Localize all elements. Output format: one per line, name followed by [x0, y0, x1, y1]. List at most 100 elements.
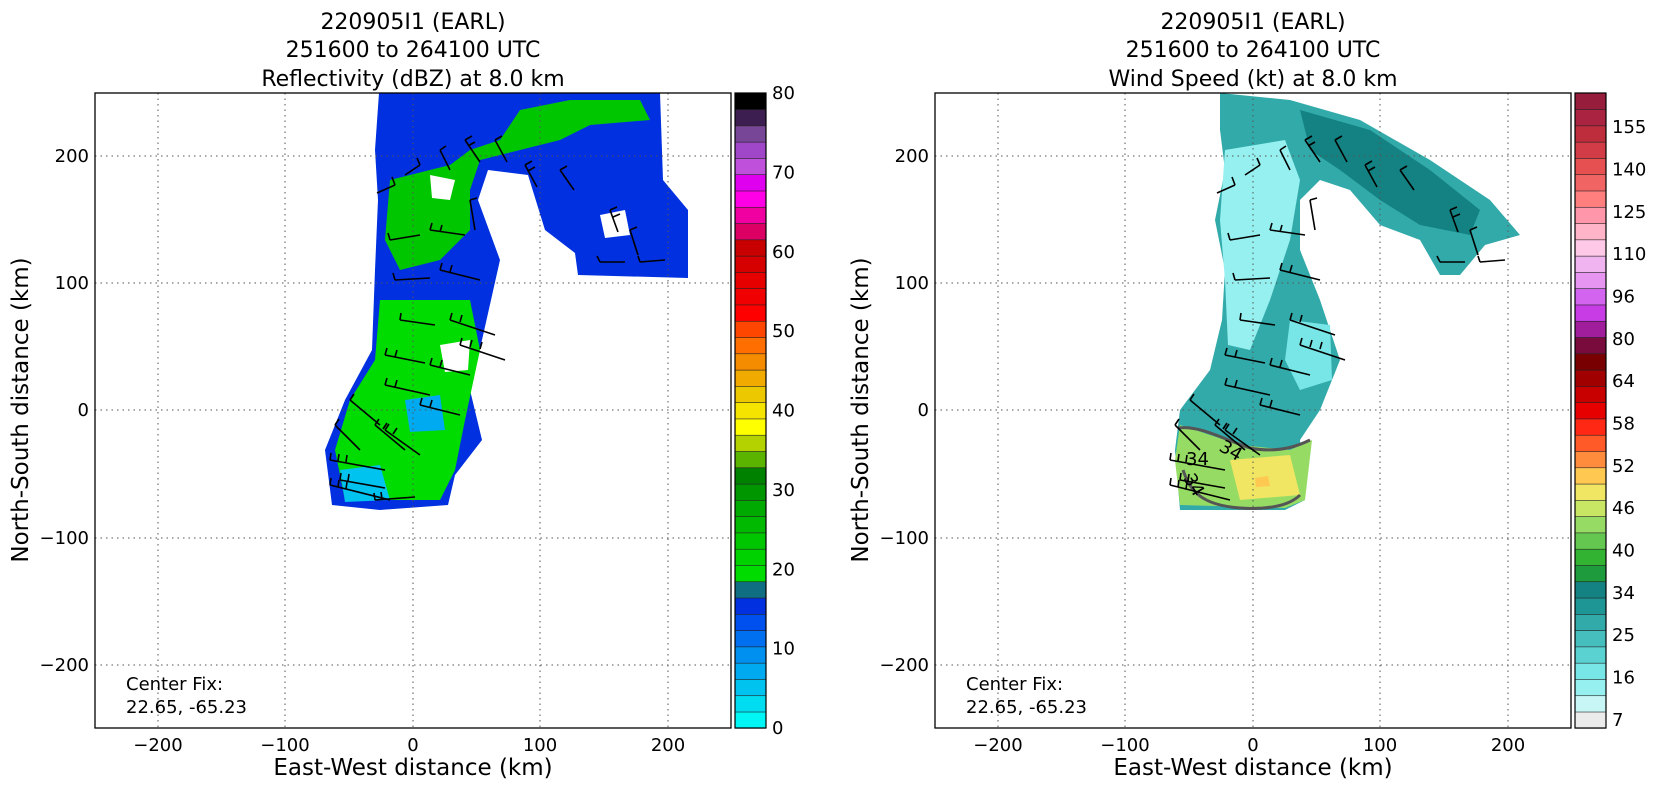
svg-text:−100: −100: [1100, 735, 1149, 756]
colorbar-tick-label: 25: [1612, 625, 1635, 646]
colorbar-segment: [734, 499, 767, 517]
colorbar-segment: [1574, 450, 1607, 469]
colorbar-segment: [734, 483, 767, 501]
colorbar-segment: [1574, 271, 1607, 289]
colorbar-segment: [1574, 206, 1607, 224]
colorbar-frame: [1574, 92, 1607, 729]
colorbar-tick-label: 155: [1612, 117, 1646, 138]
colorbar-tick-label: 50: [772, 321, 795, 342]
colorbar-segment: [1574, 320, 1607, 338]
colorbar-segment: [1574, 369, 1607, 387]
svg-text:0: 0: [407, 735, 418, 756]
colorbar-segment: [734, 108, 767, 127]
reflectivity-cell-white-1: [430, 175, 455, 200]
colorbar-frame: [734, 92, 767, 729]
left-center-fix-value: 22.65, -65.23: [126, 697, 247, 718]
colorbar-tick-label: 60: [772, 242, 795, 263]
colorbar-tick-label: 30: [772, 480, 795, 501]
colorbar-segment: [1574, 157, 1607, 176]
left-y-ticks: 200 100 0 −100 −200: [40, 146, 89, 676]
colorbar-segment: [1574, 141, 1607, 159]
colorbar-segment: [1574, 630, 1607, 648]
right-wind-barbs: [1169, 135, 1506, 501]
colorbar-segment: [1574, 336, 1607, 355]
colorbar-segment: [1574, 304, 1607, 322]
colorbar-segment: [734, 613, 767, 631]
colorbar-segment: [1574, 402, 1607, 420]
svg-text:200: 200: [651, 735, 685, 756]
colorbar-segment: [734, 288, 767, 306]
colorbar-segment: [734, 548, 767, 566]
reflectivity-field: [325, 93, 688, 510]
colorbar-segment: [734, 678, 767, 697]
colorbar-segment: [1574, 125, 1607, 143]
right-plot-area: 34 34 34: [934, 92, 1572, 729]
colorbar-segment: [734, 353, 767, 371]
colorbar-segment: [1574, 418, 1607, 436]
left-wind-barbs: [329, 135, 666, 501]
left-x-axis-label: East-West distance (km): [273, 755, 552, 781]
colorbar-segment: [1574, 92, 1607, 110]
colorbar-tick-label: 64: [1612, 371, 1635, 392]
colorbar-segment: [1574, 434, 1607, 452]
left-center-fix-label: Center Fix:: [126, 674, 223, 695]
colorbar-segment: [734, 662, 767, 680]
colorbar-tick-label: 20: [772, 559, 795, 580]
colorbar-tick-label: 80: [772, 83, 795, 104]
svg-text:−100: −100: [880, 528, 929, 549]
svg-text:−200: −200: [880, 655, 929, 676]
reflectivity-cell-cyan-2: [340, 465, 390, 502]
colorbar-tick-label: 80: [1612, 329, 1635, 350]
svg-text:−200: −200: [40, 655, 89, 676]
wind-band-orange-spot: [1255, 476, 1270, 487]
svg-text:200: 200: [895, 146, 929, 167]
colorbar-segment: [734, 190, 767, 208]
colorbar-tick-label: 7: [1612, 710, 1623, 731]
colorbar-tick-label: 140: [1612, 160, 1646, 181]
colorbar-segment: [734, 157, 767, 176]
colorbar-segment: [1574, 385, 1607, 403]
colorbar-segment: [1574, 353, 1607, 371]
right-center-fix-value: 22.65, -65.23: [966, 697, 1087, 718]
svg-text:−100: −100: [40, 528, 89, 549]
colorbar-segment: [734, 271, 767, 289]
colorbar-segment: [1574, 581, 1607, 599]
colorbar-segment: [734, 450, 767, 469]
left-grid: [95, 93, 731, 728]
colorbar-segment: [734, 385, 767, 403]
colorbar-segment: [1574, 516, 1607, 534]
colorbar-segment: [734, 630, 767, 648]
colorbar-segment: [1574, 613, 1607, 631]
colorbar-segment: [734, 711, 767, 729]
colorbar-tick-label: 16: [1612, 668, 1635, 689]
right-y-axis-label: North-South distance (km): [848, 257, 874, 562]
svg-text:100: 100: [523, 735, 557, 756]
right-center-fix-label: Center Fix:: [966, 674, 1063, 695]
svg-text:100: 100: [55, 273, 89, 294]
right-title-line-2: 251600 to 264100 UTC: [1126, 38, 1381, 63]
left-title-line-3: Reflectivity (dBZ) at 8.0 km: [261, 67, 564, 92]
colorbar-segment: [1574, 646, 1607, 664]
colorbar-segment: [1574, 255, 1607, 273]
colorbar-tick-label: 58: [1612, 414, 1635, 435]
colorbar-segment: [734, 255, 767, 273]
colorbar-segment: [1574, 662, 1607, 680]
colorbar-segment: [1574, 499, 1607, 517]
colorbar-segment: [1574, 564, 1607, 583]
svg-text:−200: −200: [133, 735, 182, 756]
colorbar-segment: [734, 532, 767, 550]
svg-text:0: 0: [78, 400, 89, 421]
right-y-ticks: 200 100 0 −100 −200: [880, 146, 929, 676]
right-title-line-1: 220905I1 (EARL): [1160, 10, 1345, 35]
left-y-axis-label: North-South distance (km): [8, 257, 34, 562]
left-plot-area: [94, 92, 732, 729]
colorbar-tick-label: 40: [772, 401, 795, 422]
colorbar-segment: [734, 125, 767, 143]
contour-label-34-b: 34: [1186, 449, 1209, 470]
svg-text:200: 200: [1491, 735, 1525, 756]
reflectivity-band-green-north: [385, 100, 650, 270]
svg-text:100: 100: [895, 273, 929, 294]
left-title-line-1: 220905I1 (EARL): [320, 10, 505, 35]
colorbar-segment: [734, 320, 767, 338]
wind-band-light-west: [1220, 140, 1300, 350]
